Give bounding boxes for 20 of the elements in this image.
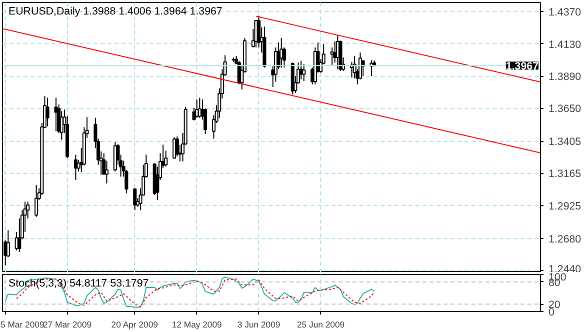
candlestick <box>133 188 137 211</box>
y-tick-label: 1.4130 <box>548 38 582 51</box>
y-tick-label: 1.2925 <box>548 200 582 212</box>
x-tick-label: 20 Apr 2009 <box>111 320 158 330</box>
y-tick-label: 0 <box>548 306 554 318</box>
y-tick-label: 1.3165 <box>548 168 582 180</box>
y-tick-label: 1.3650 <box>548 103 582 116</box>
y-tick-label: 1.4370 <box>548 6 582 19</box>
x-tick-label: 3 Jun 2009 <box>237 320 280 330</box>
y-tick-label: 1.3890 <box>548 71 582 83</box>
y-tick-label: 1.3405 <box>548 136 582 148</box>
x-tick-label: 27 Mar 2009 <box>42 320 92 330</box>
x-tick-label: 25 Jun 2009 <box>296 320 345 330</box>
y-tick-label: 1.2680 <box>548 233 582 246</box>
candlestick <box>302 64 306 82</box>
candlestick <box>34 184 38 218</box>
chart-title: EURUSD,Daily 1.3988 1.4006 1.3964 1.3967 <box>8 6 222 18</box>
x-tick-label: 12 May 2009 <box>172 320 222 330</box>
candlestick <box>46 97 50 127</box>
x-tick-label: 5 Mar 2009 <box>0 320 44 330</box>
